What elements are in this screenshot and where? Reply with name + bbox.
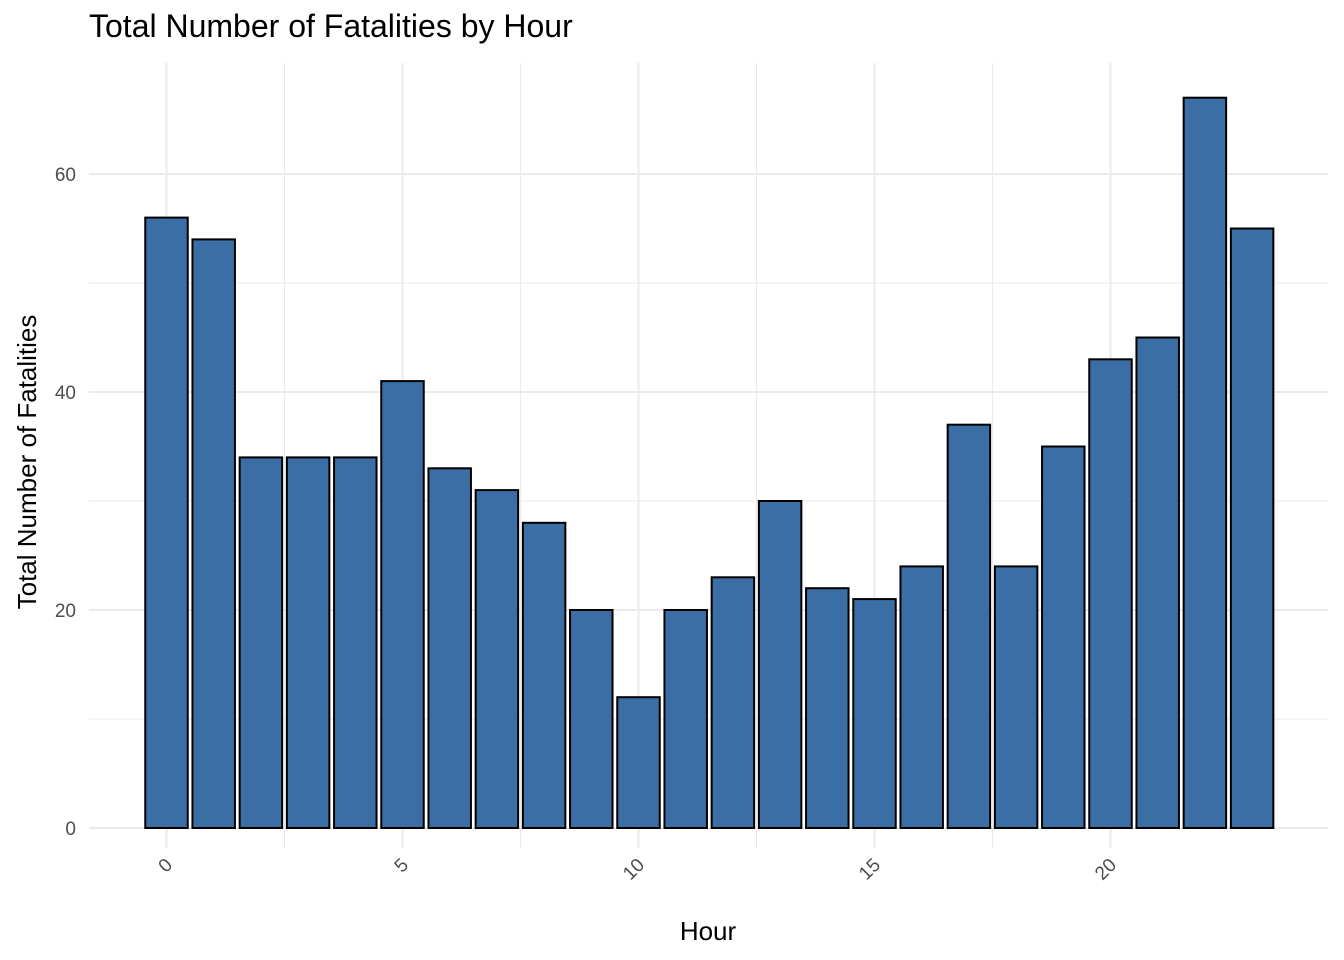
bar [805,587,850,830]
bar [852,598,897,829]
bar [474,489,520,829]
y-tick-label: 40 [55,383,76,404]
x-tick-label: 0 [155,855,177,877]
bar [191,238,236,829]
bars [144,96,1275,830]
bar [899,565,944,830]
bar [333,456,378,829]
chart-title: Total Number of Fatalities by Hour [89,8,573,44]
y-axis-title: Total Number of Fatalities [12,315,42,610]
bar [1088,358,1133,829]
bar [757,500,803,829]
x-tick-label: 20 [1091,855,1121,885]
bar [285,456,331,829]
x-tick-label: 10 [619,855,649,885]
y-tick-label: 60 [55,165,76,186]
bar [1041,445,1086,829]
y-tick-label: 0 [65,819,76,840]
x-axis-title: Hour [680,916,737,946]
bar [710,576,756,829]
bar [569,609,614,829]
bar [663,609,708,829]
bar [616,696,661,830]
bar [993,565,1039,830]
y-tick-label: 20 [55,601,76,622]
x-tick-label: 15 [855,855,885,885]
bar [1229,227,1275,829]
bar [238,456,284,829]
bar [1182,96,1228,829]
x-tick-label: 5 [391,855,413,877]
bar [427,467,472,829]
bar [380,380,425,829]
bar [946,423,992,829]
bar [1135,336,1180,829]
bar [144,216,189,830]
bar [521,521,567,829]
